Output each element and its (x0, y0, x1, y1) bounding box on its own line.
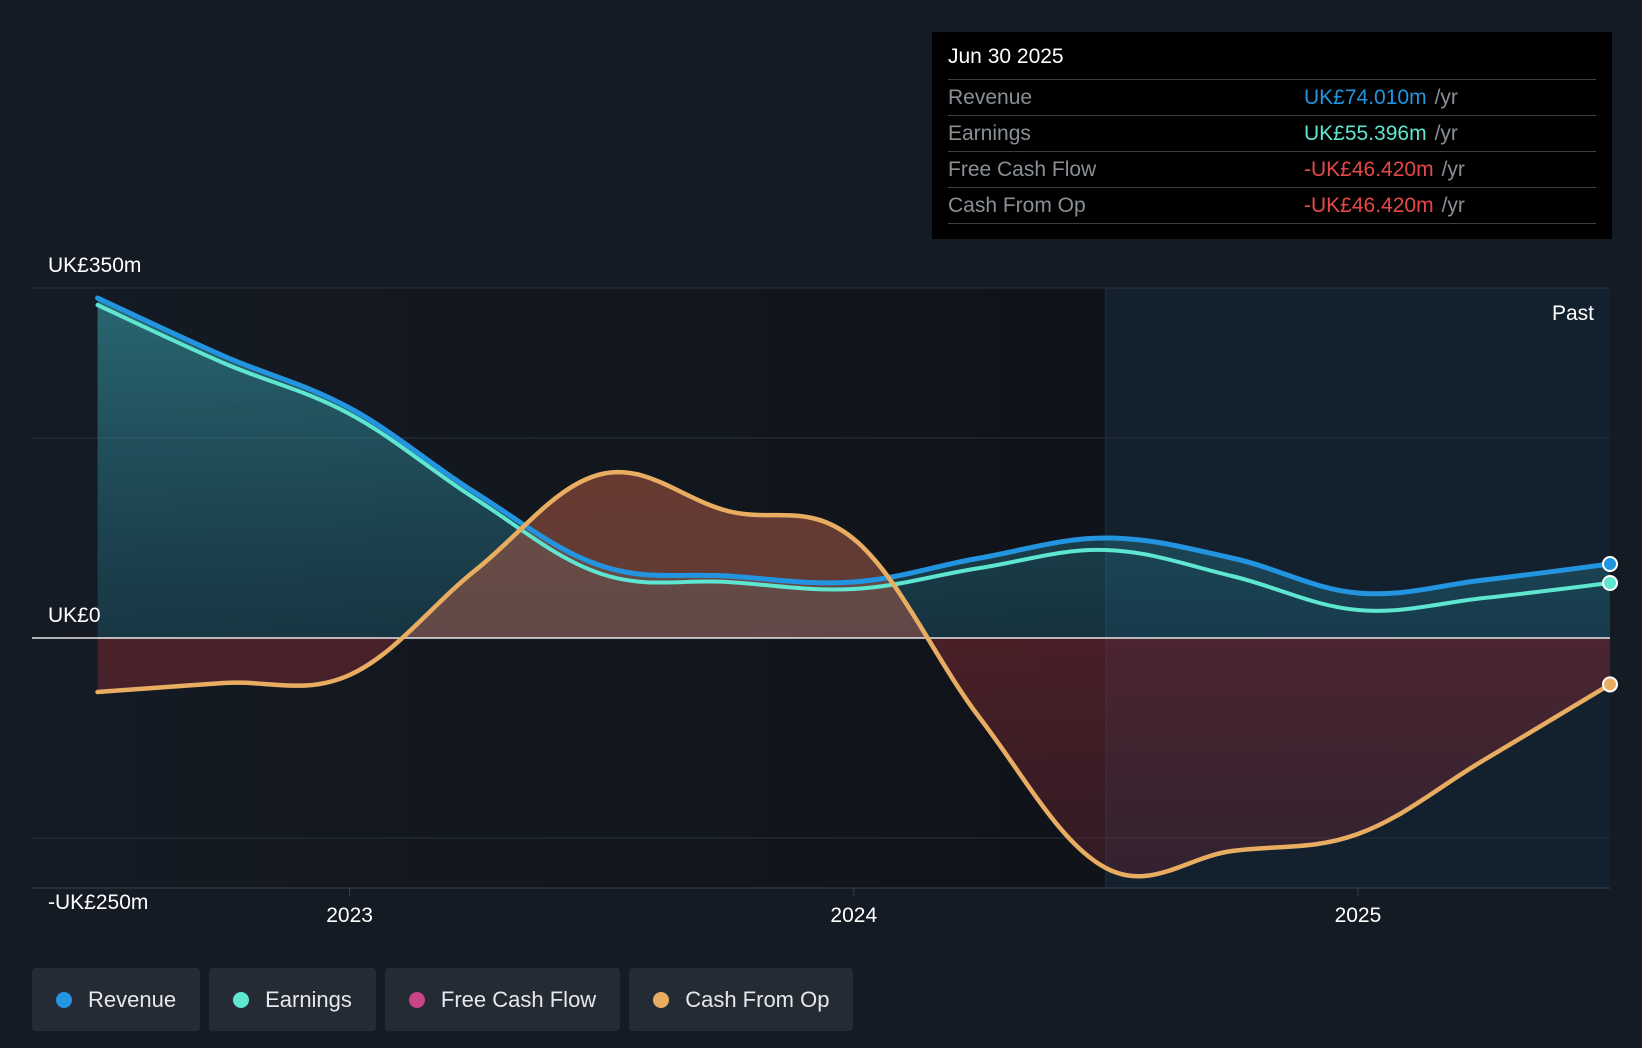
tooltip-row-revenue: Revenue UK£74.010m /yr (948, 80, 1596, 116)
tooltip-unit: /yr (1441, 193, 1465, 217)
tooltip-row-earnings: Earnings UK£55.396m /yr (948, 116, 1596, 152)
revenue-endpoint (1602, 556, 1618, 572)
y-axis-labels: UK£350m UK£0 -UK£250m (48, 254, 148, 914)
tooltip-unit: /yr (1434, 121, 1458, 145)
cash-from-op-endpoint (1602, 676, 1618, 693)
legend-item-earnings[interactable]: Earnings (209, 968, 376, 1031)
tooltip-label: Revenue (948, 85, 1033, 109)
x-axis: 2023 2024 2025 (326, 888, 1381, 927)
x-tick-label: 2024 (830, 904, 877, 927)
cash-from-op-line (95, 469, 1613, 879)
legend-dot-icon (233, 991, 250, 1008)
legend-item-free-cash-flow[interactable]: Free Cash Flow (384, 968, 621, 1031)
x-tick-label: 2023 (326, 904, 373, 927)
tooltip-unit: /yr (1434, 85, 1458, 109)
legend-dot-icon (56, 991, 72, 1008)
legend-dot-icon (653, 991, 670, 1008)
legend-label: Free Cash Flow (440, 986, 597, 1012)
tooltip-label: Free Cash Flow (948, 157, 1097, 181)
x-tick-label: 2025 (1335, 904, 1382, 927)
past-label: Past (1552, 302, 1594, 325)
legend: Revenue Earnings Free Cash Flow Cash Fro… (32, 968, 854, 1031)
tooltip-panel: Jun 30 2025 Revenue UK£74.010m /yr Earni… (932, 32, 1612, 239)
legend-item-cash-from-op[interactable]: Cash From Op (629, 968, 854, 1031)
earnings-endpoint (1602, 575, 1618, 591)
legend-label: Earnings (265, 986, 352, 1012)
legend-dot-icon (408, 991, 425, 1008)
cash-flow-area-negative (97, 638, 1610, 877)
revenue-line (95, 295, 1613, 597)
tooltip-unit: /yr (1441, 157, 1465, 181)
tooltip-value: -UK£46.420m (1304, 193, 1434, 217)
tooltip-value: UK£55.396m (1304, 121, 1427, 145)
revenue-area (97, 298, 1611, 638)
tooltip-label: Earnings (948, 121, 1031, 145)
y-axis-label: -UK£250m (48, 891, 148, 914)
series-lines (32, 295, 1613, 879)
series-endpoints (1602, 556, 1618, 693)
area-fills (97, 298, 1611, 877)
y-axis-label: UK£0 (48, 604, 101, 627)
earnings-line (95, 303, 1612, 613)
tooltip-label: Cash From Op (948, 193, 1086, 217)
tooltip-value: -UK£46.420m (1304, 157, 1434, 181)
y-axis-label: UK£350m (48, 254, 141, 277)
tooltip-date: Jun 30 2025 (948, 45, 1596, 80)
chart-canvas: UK£350m UK£0 -UK£250m 2023 2024 2025 Past (32, 254, 1618, 927)
tooltip-row-cash-from-op: Cash From Op -UK£46.420m /yr (948, 188, 1596, 224)
legend-label: Revenue (88, 986, 177, 1012)
legend-item-revenue[interactable]: Revenue (32, 968, 201, 1031)
tooltip-value: UK£74.010m (1304, 85, 1427, 109)
tooltip-row-free-cash-flow: Free Cash Flow -UK£46.420m /yr (948, 152, 1596, 188)
cash-flow-area-positive (97, 472, 1610, 638)
legend-label: Cash From Op (685, 986, 830, 1012)
